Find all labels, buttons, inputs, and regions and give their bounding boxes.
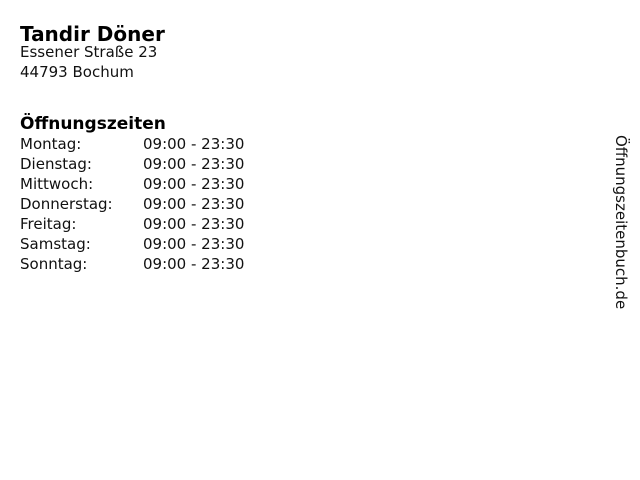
time-value: 09:00 - 23:30 [143, 175, 245, 193]
hours-row-sunday: Sonntag: 09:00 - 23:30 [20, 254, 244, 274]
address-street: Essener Straße 23 [20, 43, 158, 61]
day-label: Montag: [20, 135, 82, 153]
address-city: 44793 Bochum [20, 63, 134, 81]
day-label: Sonntag: [20, 255, 88, 273]
time-value: 09:00 - 23:30 [143, 215, 245, 233]
hours-row-thursday: Donnerstag: 09:00 - 23:30 [20, 194, 244, 214]
day-label: Dienstag: [20, 155, 92, 173]
hours-row-saturday: Samstag: 09:00 - 23:30 [20, 234, 244, 254]
day-label: Donnerstag: [20, 195, 113, 213]
opening-hours-heading: Öffnungszeiten [20, 114, 166, 135]
time-value: 09:00 - 23:30 [143, 155, 245, 173]
day-label: Samstag: [20, 235, 91, 253]
hours-row-monday: Montag: 09:00 - 23:30 [20, 134, 244, 154]
hours-row-wednesday: Mittwoch: 09:00 - 23:30 [20, 174, 244, 194]
time-value: 09:00 - 23:30 [143, 195, 245, 213]
time-value: 09:00 - 23:30 [143, 255, 245, 273]
business-name-title: Tandir Döner [20, 22, 165, 47]
time-value: 09:00 - 23:30 [143, 135, 245, 153]
day-label: Mittwoch: [20, 175, 94, 193]
hours-row-tuesday: Dienstag: 09:00 - 23:30 [20, 154, 244, 174]
time-value: 09:00 - 23:30 [143, 235, 245, 253]
day-label: Freitag: [20, 215, 77, 233]
watermark-site-label: Öffnungszeitenbuch.de [612, 135, 630, 310]
business-address: Essener Straße 23 44793 Bochum [20, 42, 157, 82]
opening-hours-list: Montag: 09:00 - 23:30 Dienstag: 09:00 - … [20, 134, 244, 274]
hours-row-friday: Freitag: 09:00 - 23:30 [20, 214, 244, 234]
